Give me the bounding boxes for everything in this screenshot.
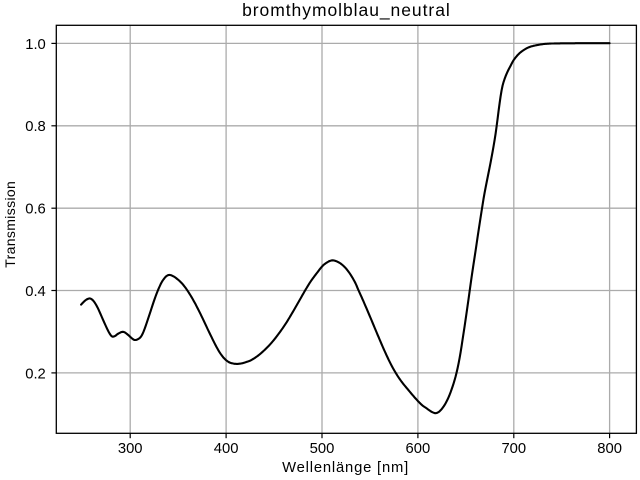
svg-text:600: 600 (406, 441, 431, 457)
svg-text:0.6: 0.6 (25, 202, 46, 218)
svg-text:0.4: 0.4 (25, 284, 46, 300)
svg-text:800: 800 (597, 441, 622, 457)
svg-text:bromthymolblau_neutral: bromthymolblau_neutral (242, 0, 451, 21)
svg-text:0.8: 0.8 (25, 119, 46, 135)
svg-text:0.2: 0.2 (25, 366, 46, 382)
svg-text:500: 500 (310, 441, 335, 457)
svg-text:300: 300 (118, 441, 143, 457)
svg-text:1.0: 1.0 (25, 37, 46, 53)
svg-text:400: 400 (214, 441, 239, 457)
svg-text:Wellenlänge [nm]: Wellenlänge [nm] (282, 460, 409, 476)
svg-text:Transmission: Transmission (2, 181, 18, 268)
svg-text:700: 700 (501, 441, 526, 457)
